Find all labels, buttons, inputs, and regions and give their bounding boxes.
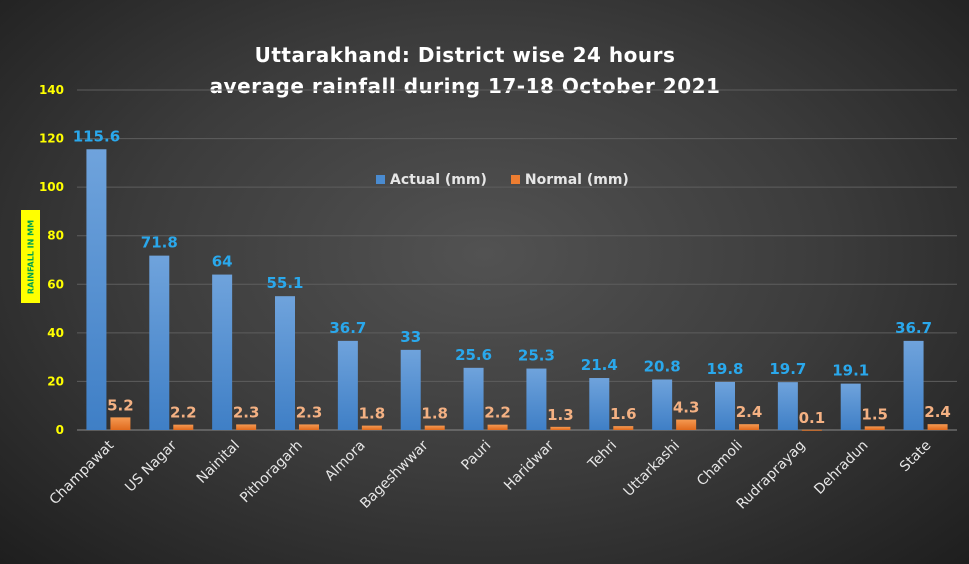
y-tick-label: 20 bbox=[47, 374, 64, 388]
y-tick-label: 120 bbox=[39, 132, 64, 146]
data-label: 1.3 bbox=[547, 406, 574, 424]
data-label: 2.2 bbox=[170, 404, 197, 422]
y-tick-label: 0 bbox=[56, 423, 64, 437]
y-tick-label: 100 bbox=[39, 180, 64, 194]
data-label: 1.8 bbox=[359, 405, 386, 423]
x-tick-label: Bageshwwar bbox=[357, 437, 431, 511]
chart-title-line: average rainfall during 17-18 October 20… bbox=[209, 74, 721, 98]
chart-title-line: Uttarakhand: District wise 24 hours bbox=[254, 43, 676, 67]
data-label: 33 bbox=[400, 328, 421, 346]
data-label: 1.5 bbox=[861, 405, 888, 423]
data-label: 64 bbox=[212, 253, 233, 271]
bar-actual bbox=[777, 382, 798, 430]
data-label: 19.1 bbox=[832, 362, 869, 380]
bar-actual bbox=[903, 340, 924, 430]
data-label: 19.7 bbox=[769, 360, 806, 378]
data-label: 55.1 bbox=[266, 274, 303, 292]
y-axis-label-box: RAINFALL IN MM bbox=[21, 210, 40, 303]
x-tick-label: Dehradun bbox=[811, 438, 871, 498]
y-tick-label: 60 bbox=[47, 277, 64, 291]
x-tick-label: State bbox=[897, 438, 935, 476]
x-tick-label: Nainital bbox=[194, 438, 243, 487]
bar-normal bbox=[361, 425, 382, 430]
bar-normal bbox=[236, 424, 257, 430]
bar-actual bbox=[652, 379, 673, 430]
data-label: 20.8 bbox=[644, 357, 681, 375]
data-label: 21.4 bbox=[581, 356, 618, 374]
data-label: 5.2 bbox=[107, 396, 134, 414]
x-tick-label: Haridwar bbox=[501, 437, 557, 493]
bar-actual bbox=[463, 367, 484, 430]
bar-actual bbox=[589, 378, 610, 430]
bar-normal bbox=[487, 424, 508, 430]
legend-label: Actual (mm) bbox=[390, 172, 487, 188]
bar-actual bbox=[337, 340, 358, 430]
data-label: 36.7 bbox=[329, 319, 366, 337]
x-tick-label: Pithoragarh bbox=[237, 438, 306, 507]
bar-normal bbox=[927, 424, 948, 430]
bar-actual bbox=[275, 296, 295, 430]
data-label: 2.3 bbox=[233, 403, 260, 421]
legend-label: Normal (mm) bbox=[524, 172, 629, 188]
bar-normal bbox=[801, 429, 822, 431]
legend-swatch bbox=[510, 175, 520, 184]
data-label: 1.8 bbox=[421, 405, 448, 423]
y-tick-label: 80 bbox=[47, 229, 64, 243]
bar-normal bbox=[173, 424, 194, 430]
chart-title: Uttarakhand: District wise 24 hours aver… bbox=[0, 40, 930, 102]
bar-actual bbox=[400, 349, 421, 430]
y-tick-label: 40 bbox=[47, 326, 64, 340]
data-label: 36.7 bbox=[895, 319, 932, 337]
bar-actual bbox=[212, 274, 233, 430]
bar-normal bbox=[613, 426, 634, 430]
data-label: 25.3 bbox=[518, 347, 555, 365]
bar-normal bbox=[676, 419, 697, 430]
legend: Actual (mm) Normal (mm) bbox=[376, 172, 629, 188]
bar-normal bbox=[864, 426, 885, 430]
data-label: 2.4 bbox=[736, 403, 763, 421]
bar-actual bbox=[149, 255, 170, 430]
data-label: 0.1 bbox=[799, 409, 826, 427]
legend-item-actual: Actual (mm) bbox=[376, 172, 487, 188]
bar-normal bbox=[424, 425, 445, 430]
x-tick-label: Tehri bbox=[585, 438, 621, 474]
x-tick-label: Pauri bbox=[458, 438, 494, 474]
bar-normal bbox=[739, 424, 759, 430]
legend-swatch bbox=[376, 175, 385, 184]
bar-normal bbox=[550, 426, 571, 430]
bar-actual bbox=[526, 368, 547, 430]
bar-normal bbox=[299, 424, 319, 430]
x-tick-label: Uttarkashi bbox=[621, 438, 683, 500]
x-tick-label: Almora bbox=[322, 438, 369, 485]
y-tick-label: 140 bbox=[39, 83, 64, 97]
bar-actual bbox=[86, 149, 107, 430]
data-label: 4.3 bbox=[673, 399, 700, 417]
data-label: 25.6 bbox=[455, 346, 492, 364]
data-label: 19.8 bbox=[706, 360, 743, 378]
bar-actual bbox=[840, 383, 861, 430]
legend-item-normal: Normal (mm) bbox=[510, 172, 629, 188]
data-label: 2.4 bbox=[924, 403, 951, 421]
x-tick-label: Champawat bbox=[47, 437, 118, 508]
data-label: 115.6 bbox=[73, 127, 120, 145]
data-label: 1.6 bbox=[610, 405, 637, 423]
data-label: 71.8 bbox=[141, 234, 178, 252]
x-tick-label: Chamoli bbox=[694, 438, 746, 490]
bar-actual bbox=[715, 381, 735, 430]
data-label: 2.3 bbox=[296, 403, 323, 421]
x-tick-label: US Nagar bbox=[122, 437, 180, 495]
bar-normal bbox=[110, 417, 131, 430]
data-label: 2.2 bbox=[484, 404, 511, 422]
